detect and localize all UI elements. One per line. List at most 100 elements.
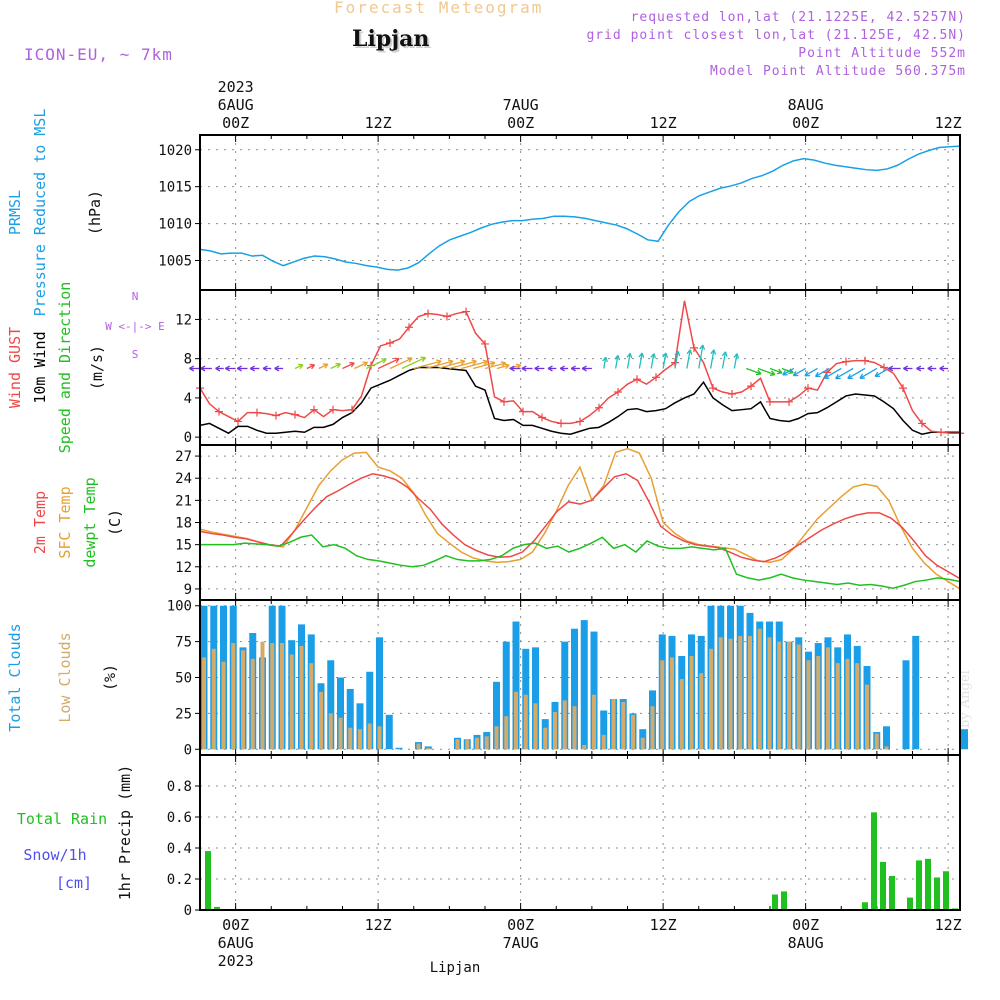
wind-direction-arrowhead [225,365,231,372]
wind-direction-arrowhead [792,370,799,377]
wind-direction-arrowhead [362,361,369,367]
low-cloud-bar [250,658,255,750]
sfc-temp-line [199,447,961,590]
total-cloud-bar [327,660,335,750]
low-cloud-bar [670,657,674,750]
wind-direction-arrow [614,355,619,369]
bottom-time-label: 12Z [650,916,677,934]
total-cloud-bar [356,703,364,750]
pressure-line [199,145,961,271]
low-cloud-bar [270,643,275,750]
wind-direction-arrowhead [459,359,466,366]
temperature-y-tick-label: 21 [175,493,192,509]
wind-direction-arrowhead [262,365,268,372]
wind-y-tick-label: 12 [175,312,192,328]
wind-direction-arrowhead [489,360,496,367]
low-cloud-bar [631,714,635,750]
low-cloud-bar [289,654,294,750]
precipitation-frame [199,754,961,911]
wind-direction-arrowhead [602,356,608,363]
wind-series-label: Speed and Direction [56,282,74,454]
low-cloud-bar [650,706,655,750]
top-time-label: 00Z [792,114,819,132]
bottom-time-label: 6AUG [218,934,254,952]
low-cloud-bar [416,743,421,750]
low-cloud-bar [455,739,460,750]
wind-direction-arrowhead [699,344,706,350]
wind-direction-arrowhead [788,368,794,375]
low-cloud-bar [767,637,772,750]
wind-gust-marker [500,397,508,406]
low-cloud-bar [874,733,879,750]
temperature-series-label: 2m Temp [31,491,49,554]
top-time-label: 00Z [507,114,534,132]
wind-direction-arrowhead [482,359,489,366]
wind-direction-arrowhead [407,357,413,363]
wind-gust-marker [652,373,660,382]
wind-direction-arrow [769,367,783,374]
grid-point-coordinates: grid point closest lon,lat (21.125E, 42.… [586,28,966,43]
low-cloud-bar [514,691,518,750]
pressure-y-tick-label: 1020 [158,143,192,159]
rain-bar [214,906,220,910]
total-cloud-bar [337,677,344,750]
wind-direction-arrowhead [509,365,515,372]
bottom-time-label: 00Z [507,916,534,934]
wind-direction-arrowhead [686,349,693,355]
low-cloud-bar [835,663,840,750]
low-cloud-bar [543,727,548,750]
low-cloud-bar [748,635,752,750]
wind-direction-arrow [377,358,400,370]
low-cloud-bar [660,660,665,750]
point-altitude: Point Altitude 552m [798,46,966,61]
temperature-y-tick-label: 12 [175,560,192,576]
pressure-y-tick-label: 1010 [158,217,192,233]
rain-bar [781,891,787,910]
total-cloud-bar [590,631,598,750]
wind-direction-arrowhead [297,363,304,370]
wind-direction-arrowhead [521,365,527,372]
low-cloud-bar [377,726,382,750]
wind-direction-arrowhead [447,359,454,366]
low-cloud-bar [601,734,606,750]
wind-gust-marker [595,403,603,412]
wind-direction-arrow [472,362,496,370]
wind-direction-arrow [847,367,866,379]
wind-direction-arrow [874,367,890,377]
low-cloud-bar [260,641,265,750]
low-cloud-bar [699,673,704,750]
total-cloud-bar [493,681,500,750]
top-time-label: 7AUG [503,96,539,114]
wind-direction-arrowhead [436,359,442,366]
wind-direction-arrow [294,364,304,370]
wind-gust-marker [405,323,413,332]
wind-gust-marker [253,408,261,417]
wind-direction-arrow [757,367,776,376]
precipitation-y-tick-label: 0 [184,903,192,919]
wind-speed-line [199,366,960,435]
top-time-label: 12Z [935,114,962,132]
wind-direction-arrow [496,364,510,370]
wind-direction-arrow [603,357,607,369]
total-cloud-bar [961,729,968,750]
wind-direction-arrowhead [626,352,633,359]
wind-direction-arrow [449,360,477,370]
low-cloud-bar [757,628,762,750]
low-cloud-bar [241,650,245,750]
bottom-time-label: 12Z [365,916,392,934]
total-cloud-bar [346,688,354,750]
wind-direction-arrow [484,362,506,370]
bottom-time-label: 8AUG [788,934,824,952]
low-cloud-bar [348,727,353,750]
wind-direction-arrowhead [381,358,387,364]
total-cloud-bar [883,726,890,750]
wind-direction-arrowhead [814,371,821,378]
low-cloud-bar [709,648,713,750]
wind-direction-arrowhead [322,363,329,369]
top-time-label: 12Z [650,114,677,132]
total-cloud-bar [571,628,578,750]
wind-direction-arrow [698,344,704,369]
wind-unit-label: (m/s) [88,345,106,390]
pressure-unit-label: (hPa) [86,190,104,235]
wind-gust-marker [329,405,337,414]
